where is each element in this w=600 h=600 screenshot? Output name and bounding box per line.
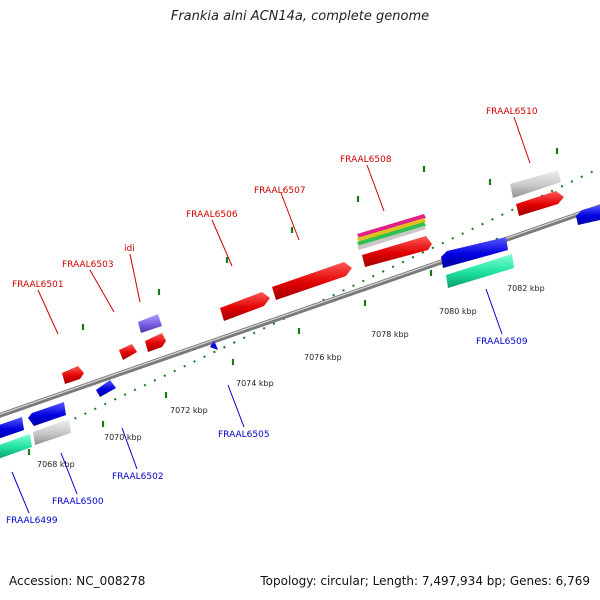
genome-summary-text: Topology: circular; Length: 7,497,934 bp… [260, 574, 590, 588]
label-fraal6501: FRAAL6501 [12, 280, 64, 290]
gene-fraal6503[interactable] [119, 344, 137, 360]
label-fraal6505: FRAAL6505 [218, 430, 270, 440]
gene-fraal6507[interactable] [272, 262, 352, 300]
gene-fraal6508[interactable] [357, 214, 432, 267]
gene-idi[interactable] [138, 314, 166, 352]
gene-fraal6500-gray[interactable] [33, 419, 71, 445]
reverse-leader-lines [11, 288, 503, 514]
scale-label-7076: 7076 kbp [304, 353, 342, 362]
scale-label-7068: 7068 kbp [37, 460, 75, 469]
scale-label-7070: 7070 kbp [104, 433, 142, 442]
gene-fraal6502[interactable] [96, 380, 116, 397]
label-fraal6503: FRAAL6503 [62, 260, 114, 270]
scale-label-7078: 7078 kbp [371, 330, 409, 339]
gene-fraal6510[interactable] [510, 170, 564, 216]
accession-text: Accession: NC_008278 [9, 574, 146, 588]
label-fraal6509: FRAAL6509 [476, 337, 528, 347]
forward-major-ticks [81, 148, 559, 330]
label-fraal6506: FRAAL6506 [186, 210, 238, 220]
forward-leader-lines [37, 116, 531, 335]
gene-fraal6499[interactable] [0, 417, 32, 459]
label-fraal6510: FRAAL6510 [486, 107, 538, 117]
label-fraal6508: FRAAL6508 [340, 155, 392, 165]
gene-fraal6509[interactable] [441, 237, 514, 288]
label-fraal6499: FRAAL6499 [6, 516, 58, 526]
scale-label-7080: 7080 kbp [439, 307, 477, 316]
gene-fraal6506[interactable] [220, 292, 270, 321]
map-title: Frankia alni ACN14a, complete genome [170, 9, 430, 24]
gene-fraal6500[interactable] [28, 402, 66, 426]
label-idi: idi [124, 244, 135, 254]
label-fraal6507: FRAAL6507 [254, 186, 306, 196]
label-fraal6502: FRAAL6502 [112, 472, 164, 482]
scale-label-7082: 7082 kbp [507, 284, 545, 293]
scale-label-7072: 7072 kbp [170, 406, 208, 415]
reverse-major-ticks [27, 238, 499, 455]
scale-label-7074: 7074 kbp [236, 379, 274, 388]
gene-right-edge[interactable] [576, 205, 600, 225]
label-fraal6500: FRAAL6500 [52, 497, 104, 507]
gene-fraal6505[interactable] [210, 340, 218, 350]
gene-fraal6501[interactable] [62, 366, 84, 384]
